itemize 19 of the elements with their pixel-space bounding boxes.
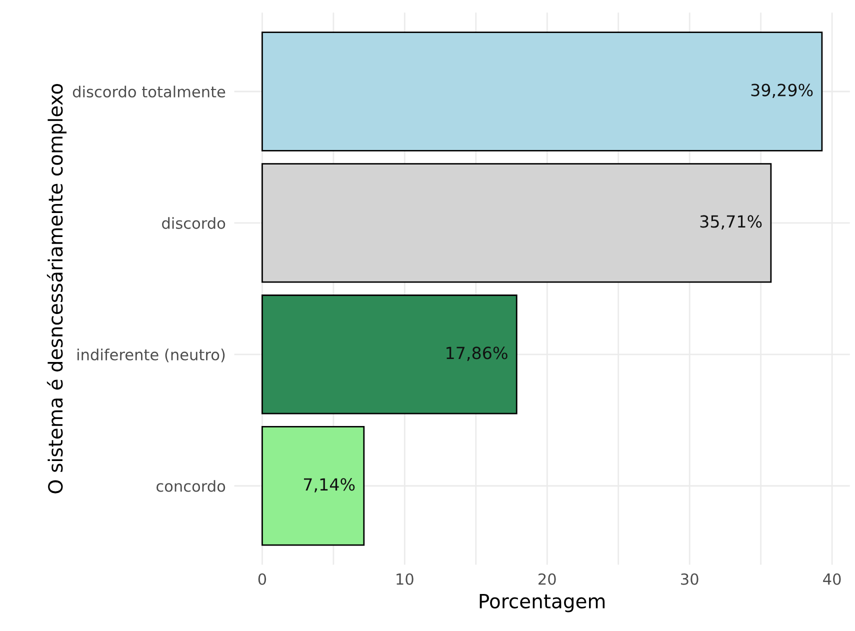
bar <box>262 294 518 414</box>
x-tick-label: 40 <box>823 573 841 585</box>
data-label: 7,14% <box>304 478 355 492</box>
y-tick-label: discordo totalmente <box>72 86 226 98</box>
bar <box>262 163 772 283</box>
x-tick-label: 0 <box>258 573 266 585</box>
x-axis-title: Porcentagem <box>480 594 605 612</box>
y-tick-label: discordo <box>162 217 226 229</box>
bar <box>262 32 823 152</box>
y-tick-label: concordo <box>156 480 226 492</box>
data-label: 35,71% <box>700 215 762 230</box>
x-tick-label: 20 <box>538 573 556 585</box>
y-axis-title: O sistema é desncessáriamente complexo <box>46 84 67 494</box>
x-tick-label: 10 <box>396 573 414 585</box>
x-tick-label: 30 <box>681 573 698 585</box>
data-label: 17,86% <box>446 346 508 361</box>
y-tick-label: indiferente (neutro) <box>78 348 225 362</box>
bar <box>262 426 365 546</box>
data-label: 39,29% <box>751 84 813 98</box>
